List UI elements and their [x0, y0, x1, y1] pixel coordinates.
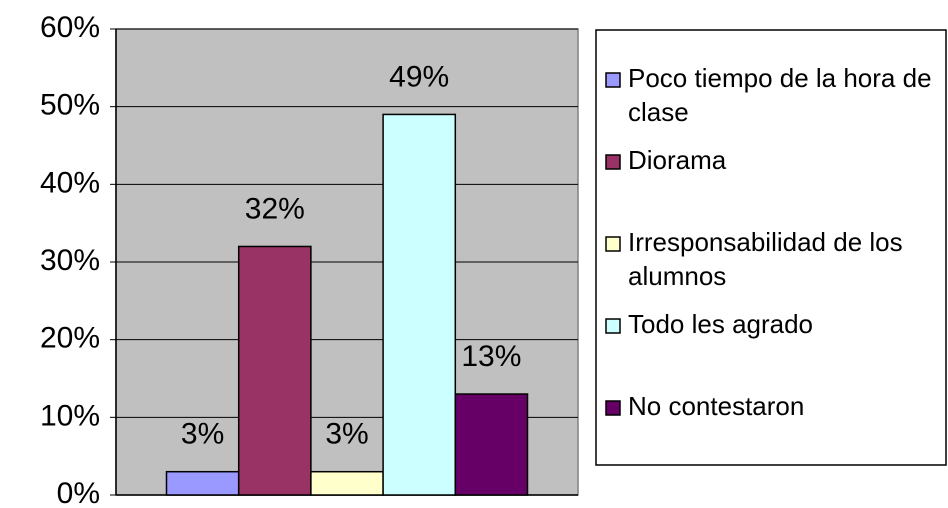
legend-box [595, 29, 947, 466]
y-tick-label: 0% [57, 477, 100, 508]
bar [454, 393, 529, 496]
data-label: 13% [461, 340, 521, 373]
legend-line: Poco tiempo de la hora de [628, 63, 939, 93]
legend-label: Irresponsabilidad de los alumnos [628, 227, 910, 291]
y-tick-label: 30% [40, 244, 100, 277]
bar [165, 470, 240, 496]
legend-line: alumnos [628, 261, 726, 291]
y-tick-label: 40% [40, 166, 100, 199]
legend-swatch [605, 236, 621, 252]
data-label: 49% [389, 60, 449, 93]
legend-label: Poco tiempo de la hora de clase [628, 63, 939, 127]
legend-swatch [605, 400, 621, 416]
legend-label: Todo les agrado [628, 309, 813, 339]
data-label: 32% [245, 192, 305, 225]
bar [382, 113, 457, 496]
legend-line: No contestaron [628, 391, 804, 421]
data-label: 3% [325, 418, 368, 451]
legend-line: Todo les agrado [628, 309, 813, 339]
y-tick-label: 10% [40, 399, 100, 432]
bar [310, 470, 384, 496]
y-tick-label: 50% [40, 89, 100, 122]
legend-swatch [605, 154, 621, 170]
legend-line: clase [628, 97, 689, 127]
legend-label: Diorama [628, 145, 727, 175]
y-tick-label: 60% [40, 11, 100, 44]
y-tick-label: 20% [40, 322, 100, 355]
bar [237, 245, 312, 496]
legend-swatch [605, 318, 621, 334]
legend-label: No contestaron [628, 391, 804, 421]
legend-line: Irresponsabilidad de los [628, 227, 910, 257]
legend-swatch [605, 72, 621, 88]
legend-line: Diorama [628, 145, 727, 175]
data-label: 3% [181, 418, 224, 451]
